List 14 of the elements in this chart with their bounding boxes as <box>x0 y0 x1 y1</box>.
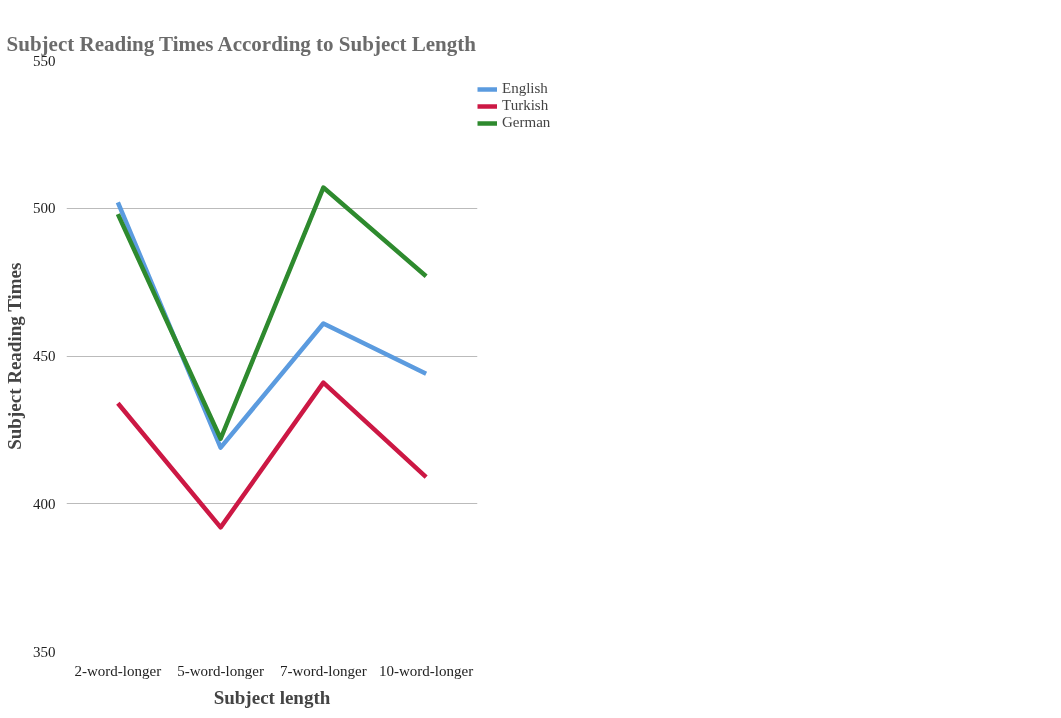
x-axis-title: Subject length <box>213 686 331 708</box>
x-tick-label: 7-word-longer <box>280 662 367 679</box>
y-axis-title: Subject Reading Times <box>4 262 25 450</box>
y-tick-label: 400 <box>33 495 56 512</box>
x-tick-label: 2-word-longer <box>74 662 162 679</box>
line-series <box>115 380 429 530</box>
legend-label: English <box>502 80 548 97</box>
legend-label: German <box>502 114 551 131</box>
legend-label: Turkish <box>502 97 549 114</box>
y-tick-label: 350 <box>33 643 56 660</box>
y-tick-label: 450 <box>33 348 56 364</box>
x-tick-label: 5-word-longer <box>177 662 264 679</box>
y-tick-label: 500 <box>33 200 56 217</box>
x-tick-label: 10-word-longer <box>379 662 474 679</box>
